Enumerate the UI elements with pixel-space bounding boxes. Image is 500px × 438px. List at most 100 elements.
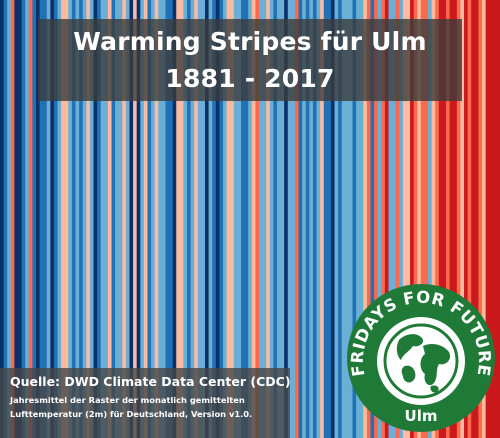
title-banner: Warming Stripes für Ulm 1881 - 2017	[38, 19, 462, 101]
stripe-1998	[420, 0, 426, 438]
stripe-1938	[205, 0, 210, 438]
stripe-1934	[190, 0, 195, 438]
stripe-2003	[438, 0, 444, 438]
stripe-2006	[449, 0, 454, 438]
stripe-1957	[273, 0, 278, 438]
stripe-1882	[3, 0, 8, 438]
stripe-1898	[61, 0, 66, 438]
stripe-1979	[352, 0, 357, 438]
stripe-1997	[417, 0, 422, 438]
source-note-line-2: Lufttemperatur (2m) für Deutschland, Ver…	[10, 409, 253, 419]
stripe-1986	[377, 0, 382, 438]
stripe-1940	[212, 0, 217, 438]
stripe-1973	[330, 0, 336, 438]
stripe-2017	[489, 0, 494, 438]
fridays-for-future-logo: FRIDAYS FOR FUTURE Ulm	[347, 284, 495, 432]
stripe-1889	[28, 0, 33, 438]
stripe-1987	[381, 0, 386, 438]
stripe-1916	[125, 0, 131, 438]
stripe-1975	[338, 0, 343, 438]
stripe-1999	[424, 0, 429, 438]
stripe-1959	[280, 0, 285, 438]
stripe-1915	[122, 0, 127, 438]
stripe-1936	[197, 0, 203, 438]
stripe-1966	[305, 0, 310, 438]
stripe-1884	[10, 0, 15, 438]
stripe-1883	[7, 0, 12, 438]
stripe-2014	[478, 0, 483, 438]
stripe-1950	[248, 0, 253, 438]
stripe-1910	[104, 0, 109, 438]
stripe-1909	[100, 0, 105, 438]
stripe-1984	[370, 0, 375, 438]
stripe-1902	[75, 0, 80, 438]
stripe-1903	[79, 0, 84, 438]
source-caption: Quelle: DWD Climate Data Center (CDC) Ja…	[0, 368, 291, 438]
stripe-1913	[115, 0, 120, 438]
stripe-1928	[169, 0, 174, 438]
stripe-1945	[230, 0, 235, 438]
stripe-2005	[446, 0, 451, 438]
stripe-1890	[32, 0, 37, 438]
stripe-1911	[107, 0, 113, 438]
stripe-1931	[179, 0, 185, 438]
stripe-2010	[464, 0, 469, 438]
stripe-1922	[147, 0, 152, 438]
stripe-1981	[359, 0, 364, 438]
stripe-1918	[133, 0, 138, 438]
stripe-1956	[269, 0, 274, 438]
stripe-1949	[244, 0, 249, 438]
stripe-1904	[82, 0, 87, 438]
stripe-1958	[276, 0, 282, 438]
stripe-1992	[399, 0, 404, 438]
stripe-2008	[456, 0, 462, 438]
stripe-1944	[226, 0, 231, 438]
stripe-1947	[237, 0, 242, 438]
stripe-1946	[233, 0, 239, 438]
stripe-1929	[172, 0, 177, 438]
stripe-2001	[431, 0, 436, 438]
stripe-2007	[453, 0, 458, 438]
stripe-2015	[482, 0, 487, 438]
stripe-1968	[312, 0, 318, 438]
stripe-1994	[406, 0, 411, 438]
stripe-1967	[309, 0, 314, 438]
stripe-1983	[366, 0, 372, 438]
stripe-1937	[201, 0, 206, 438]
stripe-1954	[262, 0, 267, 438]
stripe-1900	[68, 0, 73, 438]
stripe-1951	[251, 0, 256, 438]
stripe-1925	[158, 0, 163, 438]
stripe-1962	[291, 0, 296, 438]
stripe-1963	[294, 0, 300, 438]
stripe-1891	[35, 0, 41, 438]
stripe-1974	[334, 0, 339, 438]
stripe-1993	[402, 0, 408, 438]
stripe-1901	[71, 0, 77, 438]
stripe-1921	[143, 0, 149, 438]
logo-city: Ulm	[405, 407, 438, 425]
stripe-1920	[140, 0, 145, 438]
stripe-1972	[327, 0, 332, 438]
stripe-1991	[395, 0, 400, 438]
stripe-1955	[266, 0, 271, 438]
stripe-1907	[93, 0, 98, 438]
stripe-1935	[194, 0, 199, 438]
stripe-2013	[474, 0, 480, 438]
stripe-1964	[298, 0, 303, 438]
stripe-1888	[25, 0, 30, 438]
stripe-1953	[258, 0, 264, 438]
stripe-1989	[388, 0, 393, 438]
stripe-1982	[363, 0, 368, 438]
stripe-1932	[183, 0, 188, 438]
stripe-1924	[154, 0, 159, 438]
stripe-1881	[0, 0, 5, 438]
stripe-1942	[219, 0, 224, 438]
stripe-1988	[384, 0, 390, 438]
stripe-1919	[136, 0, 141, 438]
stripe-1885	[14, 0, 19, 438]
stripe-1970	[320, 0, 325, 438]
stripe-2002	[435, 0, 440, 438]
